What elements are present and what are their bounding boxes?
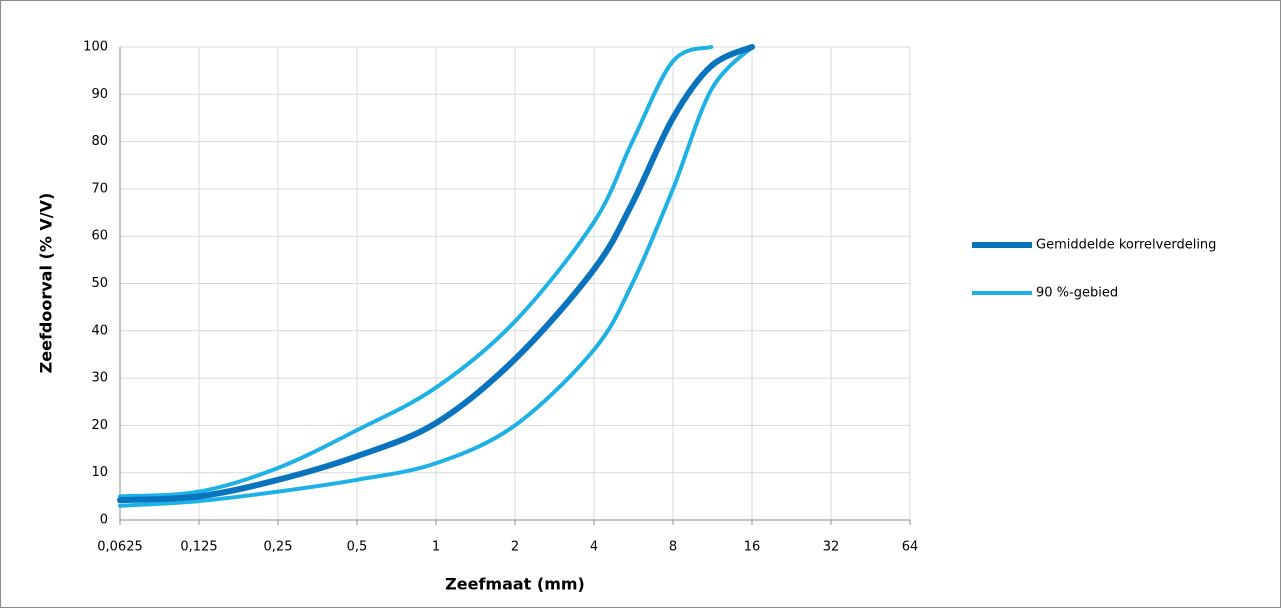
x-tick-label: 32 [823, 540, 840, 555]
x-tick-label: 0,125 [180, 540, 217, 555]
y-axis-label: Zeefdoorval (% V/V) [37, 193, 56, 374]
series-line [118, 45, 754, 508]
x-tick-label: 8 [669, 540, 677, 555]
x-tick-label: 64 [902, 540, 919, 555]
x-tick-label: 1 [432, 540, 440, 555]
y-tick-label: 40 [91, 323, 108, 338]
series-line [117, 44, 755, 504]
x-tick-label: 16 [744, 540, 761, 555]
y-tick-label: 60 [91, 229, 108, 244]
x-tick-label: 0,0625 [97, 540, 143, 555]
y-tick-label: 30 [91, 371, 108, 386]
y-tick-label: 90 [91, 87, 108, 102]
x-tick-label: 0,5 [347, 540, 368, 555]
x-axis-label: Zeefmaat (mm) [445, 575, 585, 594]
y-tick-label: 50 [91, 276, 108, 291]
y-tick-label: 100 [83, 40, 108, 55]
legend-label: Gemiddelde korrelverdeling [1036, 238, 1216, 253]
x-tick-label: 2 [511, 540, 519, 555]
y-tick-label: 80 [91, 134, 108, 149]
legend-label: 90 %-gebied [1036, 286, 1118, 301]
series-line [118, 45, 714, 499]
x-tick-label: 0,25 [264, 540, 293, 555]
y-tick-label: 10 [91, 465, 108, 480]
y-tick-label: 0 [100, 513, 108, 528]
y-tick-label: 20 [91, 418, 108, 433]
x-tick-label: 4 [590, 540, 598, 555]
y-tick-label: 70 [91, 181, 108, 196]
